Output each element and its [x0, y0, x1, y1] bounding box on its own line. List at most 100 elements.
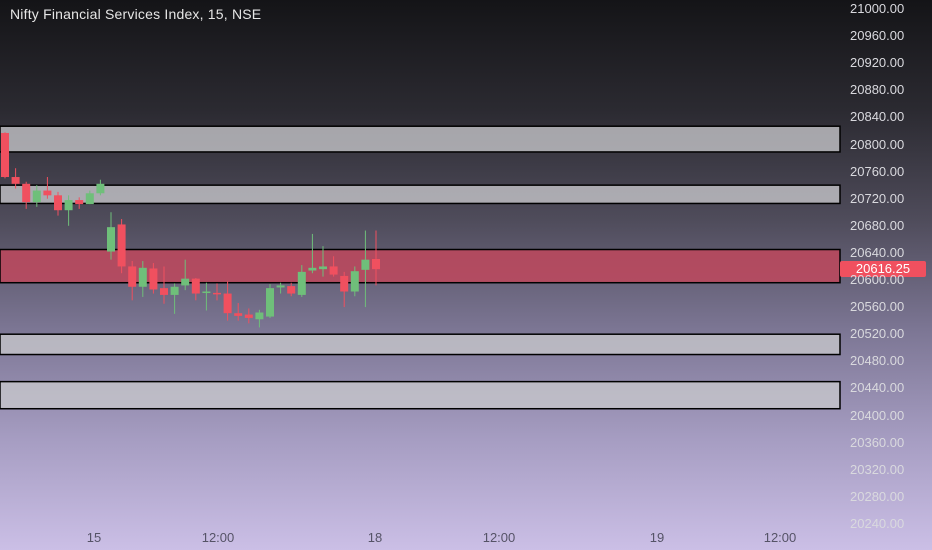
candle-body-down: [213, 292, 221, 295]
candle[interactable]: [329, 256, 338, 277]
candle-body-down: [160, 288, 168, 295]
candle[interactable]: [255, 309, 264, 328]
y-tick-label: 20240.00: [850, 515, 905, 531]
candle[interactable]: [361, 230, 370, 308]
candle[interactable]: [54, 191, 62, 216]
candles-layer: [1, 132, 380, 328]
candle[interactable]: [117, 219, 126, 274]
candle[interactable]: [128, 261, 137, 301]
y-tick-label: 20960.00: [850, 28, 905, 44]
candle-body-up: [276, 285, 285, 288]
last-price-badge: 20616.25: [840, 261, 926, 277]
candle[interactable]: [297, 265, 306, 297]
candle-body-down: [43, 190, 52, 196]
candle-body-up: [297, 271, 306, 295]
candle[interactable]: [75, 197, 84, 209]
candle[interactable]: [11, 168, 20, 189]
candle-body-up: [138, 267, 147, 287]
sr-zone[interactable]: [0, 333, 841, 356]
candle-body-down: [22, 183, 31, 203]
candle[interactable]: [340, 271, 349, 308]
y-tick-label: 20320.00: [850, 461, 905, 477]
y-tick-label: 20680.00: [850, 217, 905, 233]
candle[interactable]: [213, 283, 221, 301]
x-tick-label: 18: [367, 530, 383, 545]
candle[interactable]: [64, 195, 73, 226]
candle[interactable]: [287, 282, 296, 297]
candle-body-down: [223, 293, 232, 314]
candle-body-down: [128, 266, 137, 287]
candle-body-up: [350, 271, 359, 292]
candle-body-down: [287, 286, 296, 294]
candle[interactable]: [22, 181, 31, 209]
candle[interactable]: [43, 177, 52, 199]
y-tick-label: 20560.00: [850, 299, 905, 315]
candle[interactable]: [191, 277, 200, 301]
candle[interactable]: [138, 261, 147, 297]
candle-body-down: [11, 177, 20, 184]
x-tick-label: 15: [86, 530, 102, 545]
candle[interactable]: [181, 259, 190, 291]
candle[interactable]: [319, 246, 327, 277]
x-tick-label: 12:00: [482, 530, 516, 545]
candle[interactable]: [350, 266, 359, 297]
candle-body-down: [340, 275, 349, 292]
candle-body-up: [170, 286, 179, 295]
candle-body-down: [191, 278, 200, 294]
candle[interactable]: [107, 212, 115, 260]
candle[interactable]: [372, 230, 380, 286]
y-tick-label: 20640.00: [850, 244, 905, 260]
y-tick-label: 21000.00: [850, 1, 905, 16]
y-tick-label: 20880.00: [850, 82, 905, 98]
candle[interactable]: [170, 283, 179, 314]
candle-body-down: [1, 132, 9, 178]
x-tick-label: 19: [649, 530, 665, 545]
candle-body-up: [202, 291, 211, 294]
candle[interactable]: [266, 284, 274, 318]
candle[interactable]: [149, 263, 158, 294]
x-tick-label: 12:00: [201, 530, 235, 545]
candle-body-up: [32, 190, 41, 203]
candle[interactable]: [85, 190, 94, 205]
candle[interactable]: [223, 281, 232, 321]
candle-body-up: [96, 183, 105, 194]
candle-body-up: [107, 227, 115, 252]
candle-body-down: [117, 224, 126, 267]
y-tick-label: 20440.00: [850, 380, 905, 396]
candle-body-up: [308, 267, 317, 271]
y-tick-label: 20600.00: [850, 272, 905, 287]
candle[interactable]: [32, 185, 41, 207]
candle[interactable]: [202, 282, 211, 311]
y-tick-label: 20360.00: [850, 434, 905, 450]
candle-body-up: [255, 312, 264, 320]
sr-zone[interactable]: [0, 184, 841, 205]
candle-body-up: [64, 200, 73, 211]
candle-body-down: [149, 268, 158, 290]
candle[interactable]: [276, 282, 285, 294]
candle-body-up: [181, 278, 190, 286]
y-tick-label: 20720.00: [850, 190, 905, 206]
sr-zone[interactable]: [0, 125, 841, 153]
y-tick-label: 20920.00: [850, 55, 905, 71]
candle[interactable]: [1, 132, 9, 179]
candle-body-down: [75, 200, 84, 205]
y-tick-label: 20840.00: [850, 109, 905, 125]
candle-body-up: [85, 193, 94, 205]
candle[interactable]: [244, 308, 253, 324]
candle[interactable]: [96, 179, 105, 196]
candle[interactable]: [234, 303, 243, 321]
candle-body-down: [54, 195, 62, 211]
x-tick-label: 12:00: [763, 530, 797, 545]
candle-body-up: [266, 288, 274, 317]
candle-body-up: [361, 259, 370, 270]
y-tick-label: 20520.00: [850, 326, 905, 342]
chart-title: Nifty Financial Services Index, 15, NSE: [10, 6, 262, 22]
candle[interactable]: [160, 266, 168, 304]
sr-zone[interactable]: [0, 248, 841, 284]
candle-body-up: [319, 266, 327, 270]
y-tick-label: 20400.00: [850, 407, 905, 423]
candle-body-down: [329, 266, 338, 275]
candle[interactable]: [308, 233, 317, 274]
sr-zone[interactable]: [0, 380, 841, 410]
